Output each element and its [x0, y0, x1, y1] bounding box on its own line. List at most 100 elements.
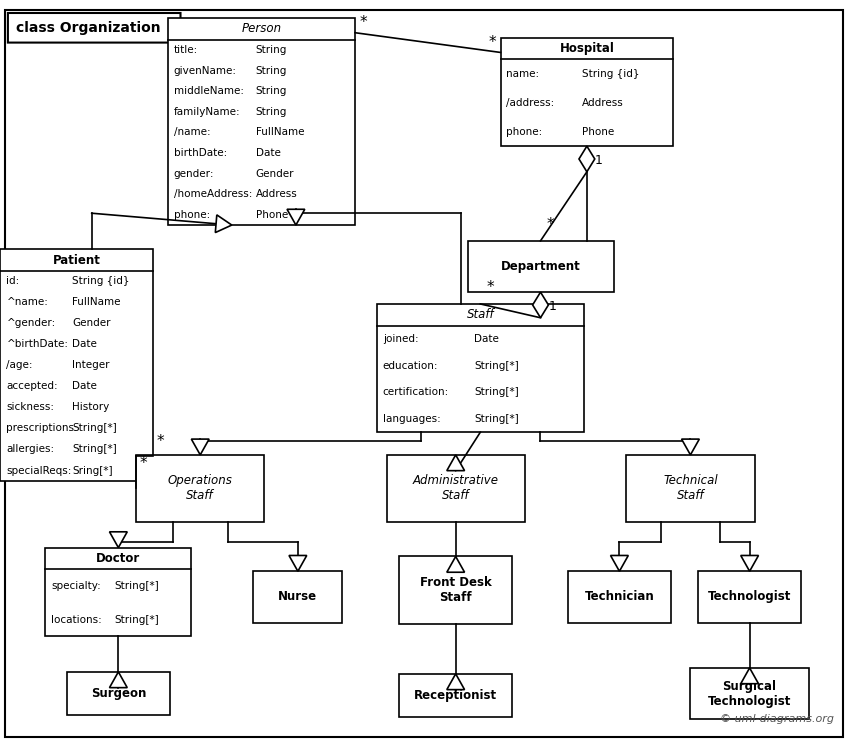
- Text: FullName: FullName: [255, 127, 304, 137]
- Bar: [387, 455, 525, 522]
- Text: String[*]: String[*]: [474, 387, 519, 397]
- Text: String: String: [255, 66, 287, 75]
- Text: Patient: Patient: [53, 253, 101, 267]
- Text: joined:: joined:: [383, 334, 418, 344]
- Text: Date: Date: [72, 382, 97, 391]
- Text: *: *: [360, 15, 367, 30]
- Text: id:: id:: [6, 276, 20, 286]
- Text: specialReqs:: specialReqs:: [6, 465, 71, 476]
- Bar: [399, 557, 513, 624]
- Bar: [399, 674, 513, 717]
- Polygon shape: [740, 668, 759, 684]
- Bar: [377, 304, 584, 433]
- Text: Hospital: Hospital: [560, 42, 614, 55]
- Text: © uml-diagrams.org: © uml-diagrams.org: [720, 714, 834, 724]
- Text: Department: Department: [501, 260, 580, 273]
- Bar: [66, 672, 170, 716]
- Text: title:: title:: [174, 45, 198, 55]
- Text: 1: 1: [595, 154, 603, 167]
- Text: Gender: Gender: [255, 169, 294, 179]
- Text: ^name:: ^name:: [6, 297, 48, 308]
- Text: /address:: /address:: [507, 98, 555, 108]
- Polygon shape: [682, 439, 699, 455]
- Polygon shape: [191, 439, 209, 455]
- Text: Nurse: Nurse: [279, 590, 317, 604]
- Text: Surgical
Technologist: Surgical Technologist: [708, 680, 791, 707]
- Text: givenName:: givenName:: [174, 66, 236, 75]
- Text: Phone: Phone: [255, 210, 288, 220]
- Text: Integer: Integer: [72, 361, 110, 371]
- Text: Technician: Technician: [585, 590, 654, 604]
- Polygon shape: [611, 556, 629, 571]
- Bar: [46, 548, 191, 636]
- Text: class Organization: class Organization: [15, 21, 161, 35]
- Text: *: *: [157, 435, 164, 450]
- Text: Address: Address: [255, 189, 298, 199]
- Polygon shape: [447, 557, 464, 572]
- Text: History: History: [72, 403, 109, 412]
- Text: prescriptions:: prescriptions:: [6, 424, 78, 433]
- Polygon shape: [532, 292, 549, 317]
- Text: Technologist: Technologist: [708, 590, 791, 604]
- Text: String[*]: String[*]: [474, 361, 519, 371]
- Text: Phone: Phone: [581, 127, 614, 137]
- Polygon shape: [109, 532, 127, 548]
- Text: String {id}: String {id}: [581, 69, 639, 79]
- Polygon shape: [109, 672, 127, 688]
- Bar: [626, 455, 754, 522]
- Text: Sring[*]: Sring[*]: [72, 465, 113, 476]
- Text: String[*]: String[*]: [114, 615, 159, 624]
- Text: String[*]: String[*]: [72, 424, 117, 433]
- Bar: [254, 571, 342, 622]
- Text: Staff: Staff: [466, 309, 494, 321]
- Text: Date: Date: [474, 334, 499, 344]
- Text: String[*]: String[*]: [114, 581, 159, 591]
- Text: languages:: languages:: [383, 414, 440, 424]
- Text: Gender: Gender: [72, 318, 111, 329]
- Text: locations:: locations:: [52, 615, 102, 624]
- Text: specialty:: specialty:: [52, 581, 101, 591]
- Text: middleName:: middleName:: [174, 86, 243, 96]
- Text: Person: Person: [242, 22, 281, 35]
- Polygon shape: [579, 146, 595, 172]
- Bar: [501, 37, 673, 146]
- Text: sickness:: sickness:: [6, 403, 54, 412]
- Text: ^birthDate:: ^birthDate:: [6, 339, 69, 350]
- Polygon shape: [740, 556, 759, 571]
- Text: ^gender:: ^gender:: [6, 318, 56, 329]
- Text: /name:: /name:: [174, 127, 210, 137]
- Text: String: String: [255, 45, 287, 55]
- Text: String[*]: String[*]: [72, 444, 117, 454]
- Text: certification:: certification:: [383, 387, 449, 397]
- Polygon shape: [447, 674, 464, 689]
- Bar: [691, 668, 808, 719]
- Text: birthDate:: birthDate:: [174, 148, 227, 158]
- Text: accepted:: accepted:: [6, 382, 58, 391]
- Polygon shape: [447, 455, 464, 471]
- Text: *: *: [546, 217, 554, 232]
- Text: Receptionist: Receptionist: [415, 689, 497, 702]
- Text: String: String: [255, 107, 287, 117]
- Text: phone:: phone:: [507, 127, 543, 137]
- Text: /homeAddress:: /homeAddress:: [174, 189, 252, 199]
- Text: Surgeon: Surgeon: [90, 687, 146, 700]
- Text: gender:: gender:: [174, 169, 214, 179]
- Text: education:: education:: [383, 361, 439, 371]
- Polygon shape: [215, 215, 232, 232]
- Text: Operations
Staff: Operations Staff: [168, 474, 233, 503]
- Text: Address: Address: [581, 98, 624, 108]
- Text: Administrative
Staff: Administrative Staff: [413, 474, 499, 503]
- Bar: [468, 241, 613, 292]
- Text: Date: Date: [72, 339, 97, 350]
- Text: *: *: [486, 280, 494, 295]
- Bar: [168, 18, 355, 225]
- Text: Date: Date: [255, 148, 280, 158]
- Text: String {id}: String {id}: [72, 276, 130, 286]
- Text: familyName:: familyName:: [174, 107, 240, 117]
- Text: Technical
Staff: Technical Staff: [663, 474, 718, 503]
- Polygon shape: [289, 556, 307, 571]
- Text: FullName: FullName: [72, 297, 121, 308]
- Bar: [568, 571, 671, 622]
- Text: Doctor: Doctor: [96, 552, 140, 565]
- Text: String: String: [255, 86, 287, 96]
